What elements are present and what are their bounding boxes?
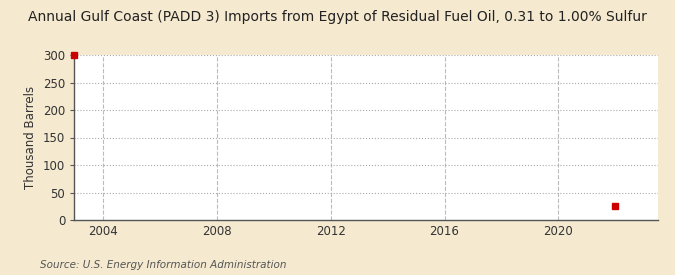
Text: Annual Gulf Coast (PADD 3) Imports from Egypt of Residual Fuel Oil, 0.31 to 1.00: Annual Gulf Coast (PADD 3) Imports from … (28, 10, 647, 24)
Y-axis label: Thousand Barrels: Thousand Barrels (24, 86, 37, 189)
Text: Source: U.S. Energy Information Administration: Source: U.S. Energy Information Administ… (40, 260, 287, 270)
